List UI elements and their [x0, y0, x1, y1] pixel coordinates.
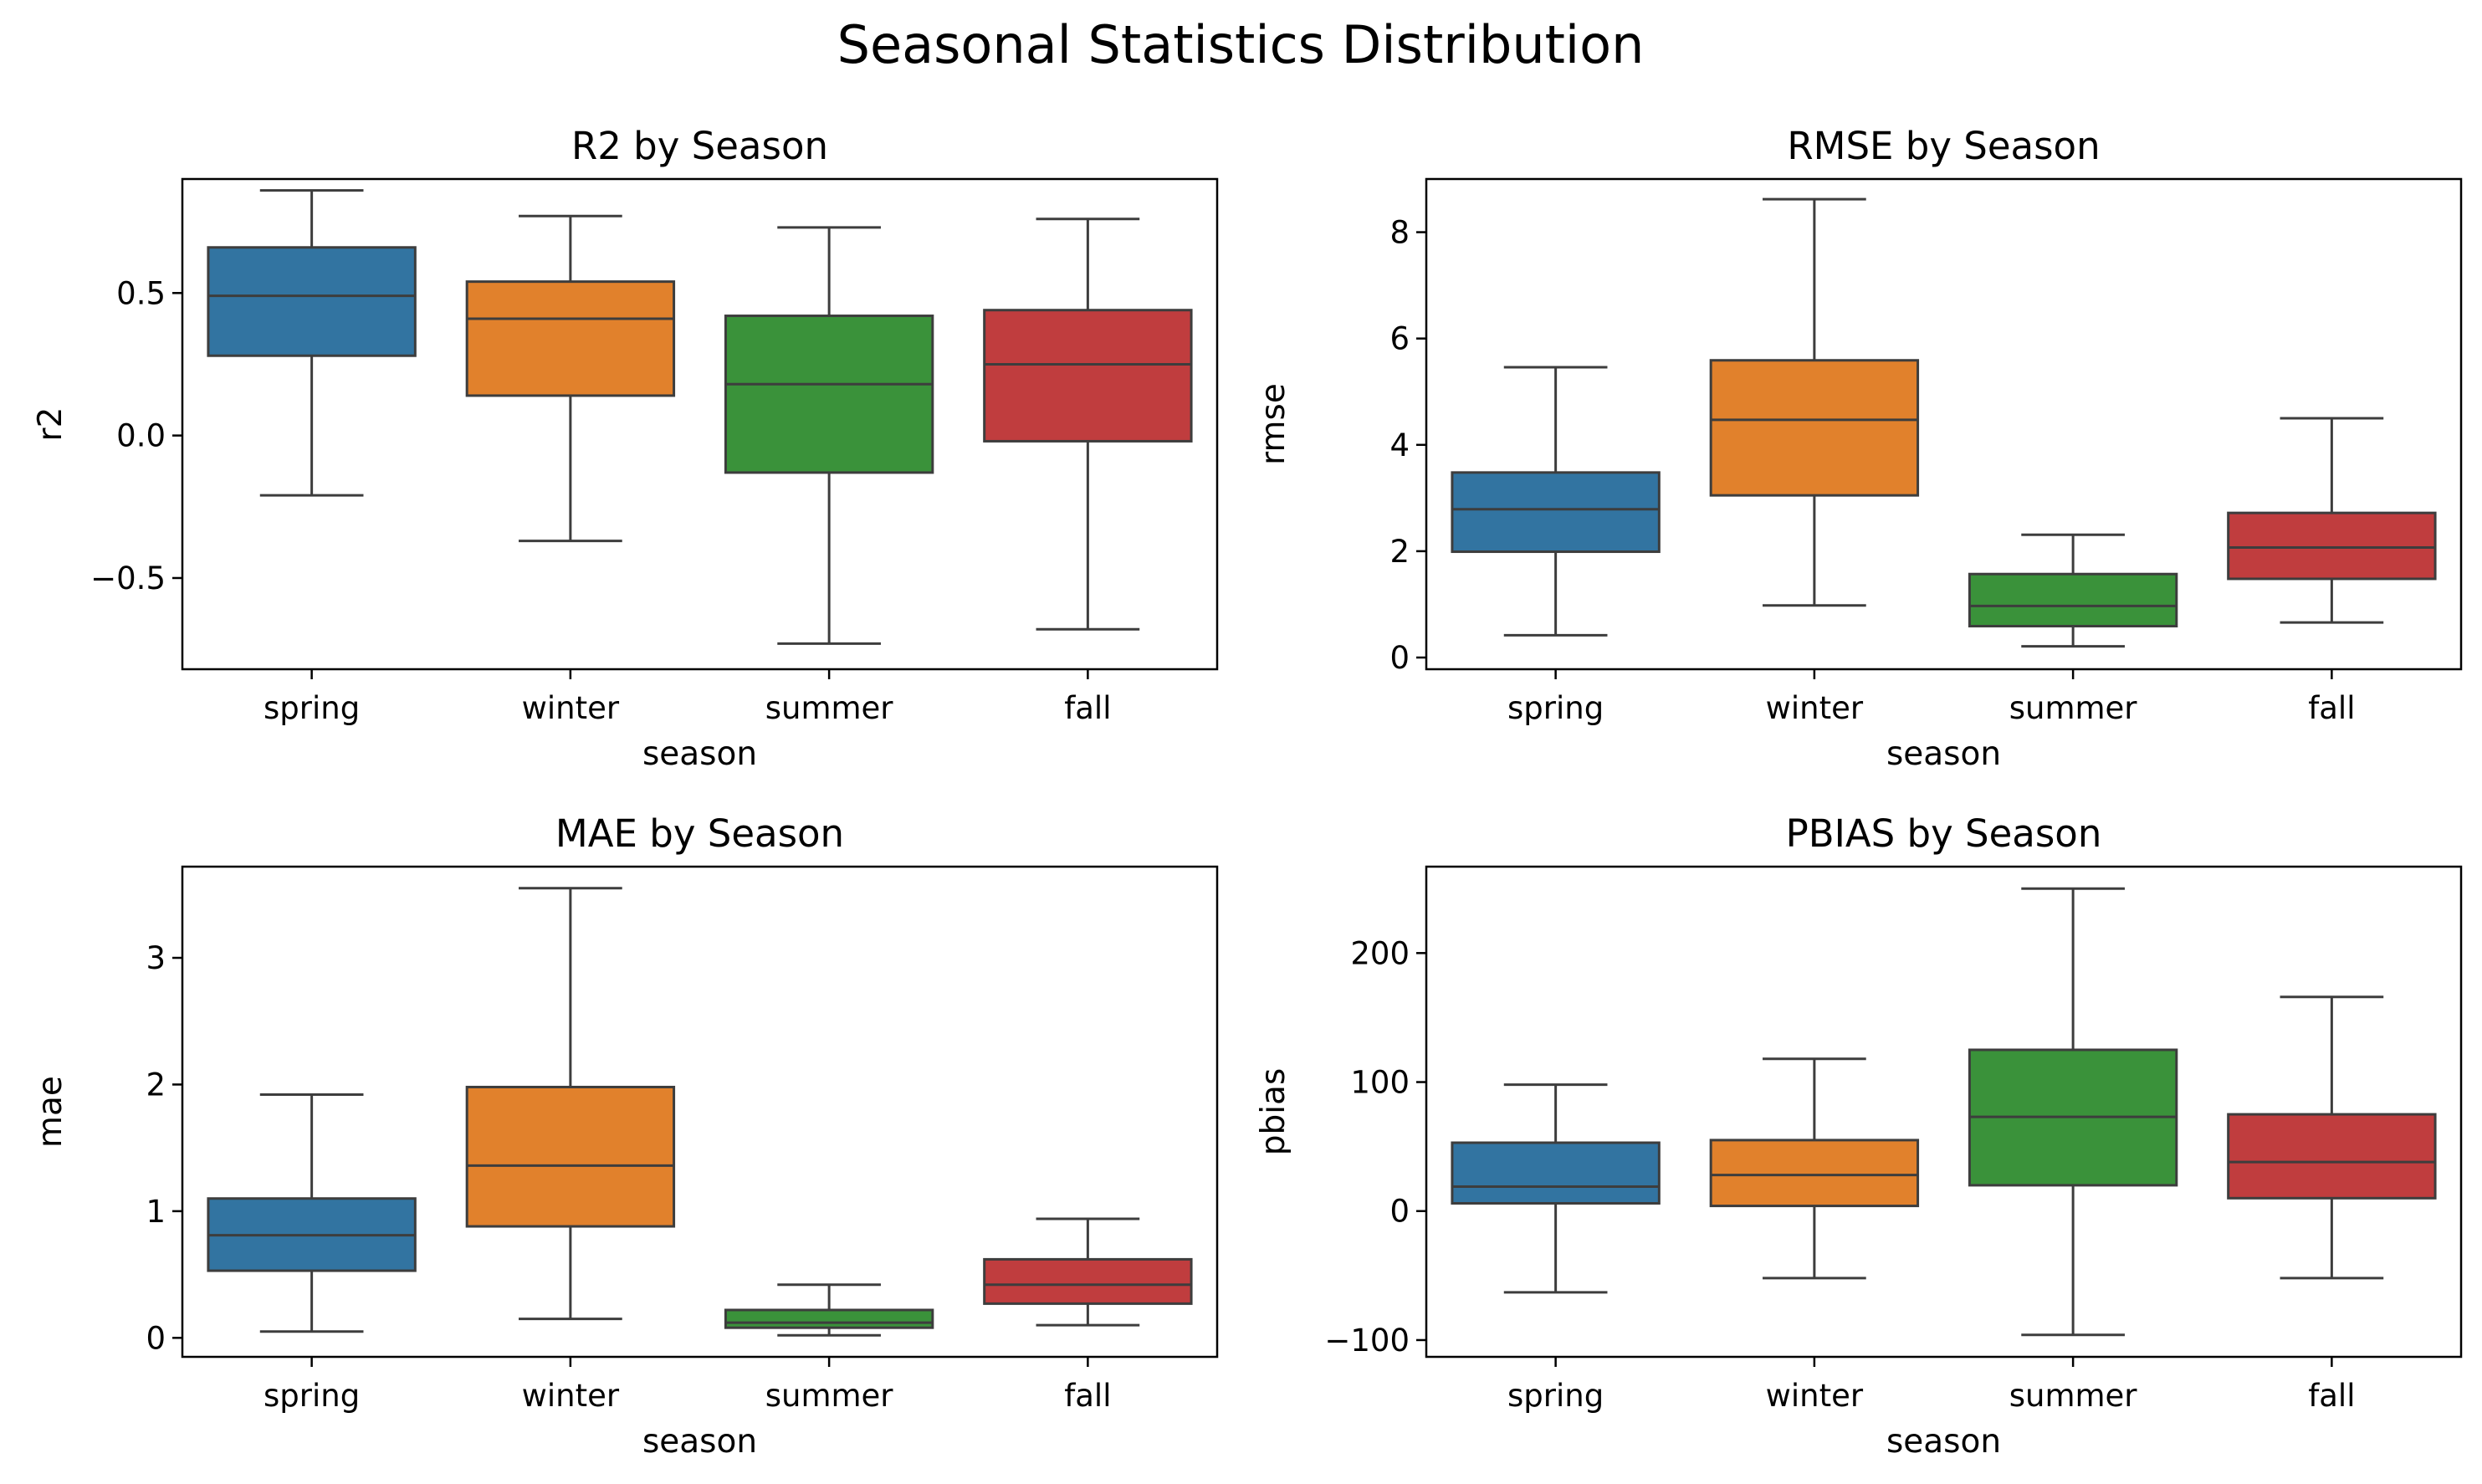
x-tick-label: summer: [765, 1378, 894, 1414]
y-tick-label: 0.5: [116, 275, 166, 311]
iqr-box: [465, 280, 676, 397]
box-summer: [724, 1283, 934, 1337]
y-tick-label: 0: [146, 1320, 166, 1356]
subplot-1: R2 by Season −0.5 0.0 0.5 spring winter summer…: [32, 124, 1219, 773]
box-summer: [1968, 887, 2178, 1337]
y-tick-label: 0: [1389, 1194, 1410, 1230]
iqr-box: [207, 246, 417, 357]
y-tick-label: 4: [1389, 427, 1410, 463]
subplot-2: RMSE by Season 0 2 4 6 8 spring winter summer fal…: [1255, 124, 2463, 773]
subplot-title: PBIAS by Season: [1786, 811, 2102, 856]
y-tick-label: −100: [1324, 1323, 1410, 1359]
box-spring: [1451, 366, 1661, 637]
x-tick-label: spring: [264, 690, 360, 726]
box-winter: [465, 887, 676, 1321]
x-axis-label: season: [642, 1423, 757, 1461]
y-axis-label: r2: [32, 407, 69, 442]
x-tick-label: spring: [1507, 1378, 1604, 1414]
subplot-title: MAE by Season: [555, 811, 844, 856]
x-tick-label: summer: [2009, 690, 2138, 726]
axes-frame: [181, 177, 1219, 671]
y-tick-label: 6: [1389, 321, 1410, 357]
iqr-box: [1709, 359, 1920, 497]
y-tick-label: 2: [146, 1067, 166, 1103]
x-tick-label: summer: [2009, 1378, 2138, 1414]
y-tick-label: 3: [146, 940, 166, 976]
iqr-box: [1451, 471, 1661, 554]
x-tick-label: spring: [1507, 690, 1604, 726]
x-tick-label: winter: [522, 690, 620, 726]
subplot-title: R2 by Season: [571, 124, 828, 168]
iqr-box: [724, 1308, 934, 1329]
x-tick-label: spring: [264, 1378, 360, 1414]
iqr-box: [983, 1257, 1193, 1305]
subplot-3: MAE by Season 0 1 2 3 spring winter summer fall s…: [32, 811, 1219, 1461]
box-fall: [983, 217, 1193, 631]
figure-title: Seasonal Statistics Distribution: [837, 14, 1645, 75]
subplot-title: RMSE by Season: [1787, 124, 2100, 168]
x-axis-label: season: [1886, 1423, 2001, 1461]
y-tick-label: 200: [1350, 935, 1410, 971]
y-tick-label: 2: [1389, 534, 1410, 570]
iqr-box: [2227, 511, 2437, 581]
y-axis-label: pbias: [1255, 1068, 1292, 1156]
subplot-grid: R2 by Season −0.5 0.0 0.5 spring winter summer…: [32, 124, 2463, 1461]
y-tick-label: 1: [146, 1194, 166, 1230]
axes-frame: [181, 865, 1219, 1359]
box-summer: [724, 226, 934, 645]
box-fall: [2227, 995, 2437, 1280]
iqr-box: [1968, 572, 2178, 628]
box-winter: [465, 214, 676, 543]
iqr-box: [1451, 1141, 1661, 1205]
iqr-box: [1709, 1139, 1920, 1208]
box-spring: [1451, 1083, 1661, 1294]
x-axis-label: season: [1886, 735, 2001, 773]
box-summer: [1968, 533, 2178, 648]
subplot-4: PBIAS by Season −100 0 100 200 spring winter su…: [1255, 811, 2463, 1461]
y-tick-label: −0.5: [90, 560, 166, 596]
iqr-box: [2227, 1113, 2437, 1200]
iqr-box: [724, 315, 934, 474]
x-axis-label: season: [642, 735, 757, 773]
box-fall: [2227, 417, 2437, 624]
x-tick-label: fall: [2308, 690, 2355, 726]
x-tick-label: fall: [1064, 690, 1111, 726]
axes-frame: [1425, 865, 2463, 1359]
y-tick-label: 100: [1350, 1065, 1410, 1101]
axes-frame: [1425, 177, 2463, 671]
y-axis-label: mae: [32, 1076, 69, 1148]
x-tick-label: winter: [1766, 1378, 1864, 1414]
x-tick-label: fall: [1064, 1378, 1111, 1414]
y-axis-label: rmse: [1255, 383, 1292, 465]
iqr-box: [983, 309, 1193, 443]
x-tick-label: fall: [2308, 1378, 2355, 1414]
x-tick-label: winter: [1766, 690, 1864, 726]
box-spring: [207, 1093, 417, 1333]
box-winter: [1709, 1057, 1920, 1280]
box-winter: [1709, 197, 1920, 607]
y-tick-label: 8: [1389, 215, 1410, 251]
y-tick-label: 0.0: [116, 418, 166, 454]
box-spring: [207, 189, 417, 497]
x-tick-label: winter: [522, 1378, 620, 1414]
iqr-box: [465, 1085, 676, 1228]
y-tick-label: 0: [1389, 640, 1410, 676]
box-fall: [983, 1217, 1193, 1327]
x-tick-label: summer: [765, 690, 894, 726]
